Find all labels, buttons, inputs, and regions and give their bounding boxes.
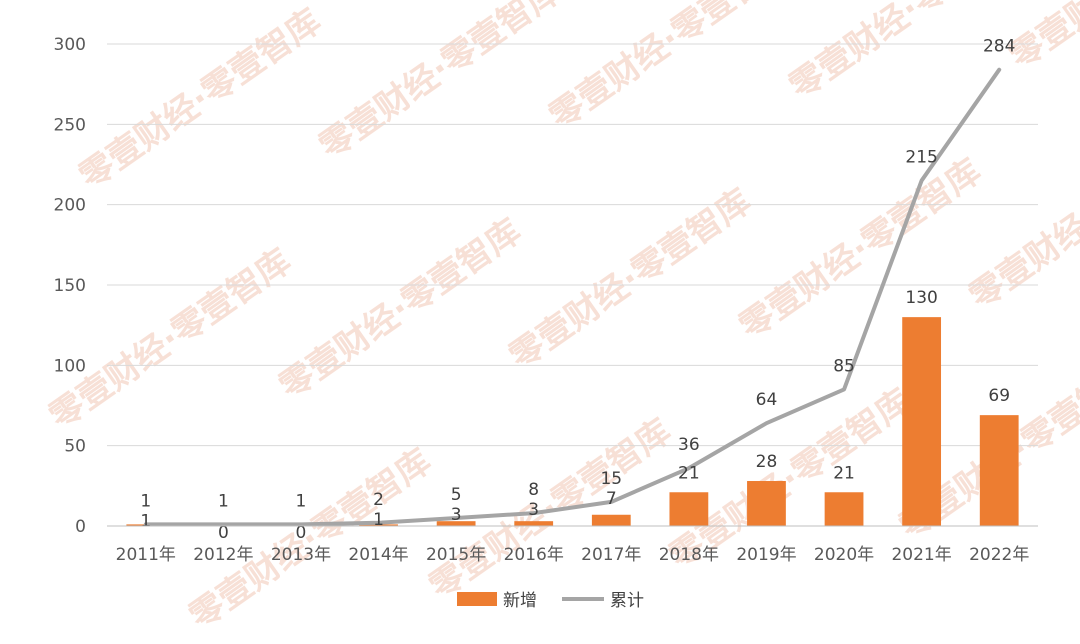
line-data-label: 36 — [678, 435, 700, 455]
legend-label-line: 累计 — [610, 591, 644, 611]
legend: 新增 累计 — [457, 591, 644, 611]
y-tick-label: 150 — [54, 276, 86, 296]
line-data-label: 215 — [905, 148, 937, 168]
x-tick-label: 2011年 — [116, 545, 176, 565]
line-data-label: 1 — [218, 491, 229, 511]
watermark-text: 零壹财经·零壹智库 — [312, 0, 568, 167]
bar — [514, 521, 553, 526]
x-tick-label: 2020年 — [814, 545, 874, 565]
bar-data-label: 21 — [678, 463, 700, 483]
y-axis: 0 50 100 150 200 250 300 — [54, 35, 86, 537]
y-tick-label: 50 — [64, 437, 86, 457]
x-tick-label: 2018年 — [659, 545, 719, 565]
watermark-text: 零壹财经·零壹智库 — [72, 1, 328, 197]
y-tick-label: 0 — [75, 517, 86, 537]
bar — [669, 492, 708, 526]
y-tick-label: 200 — [54, 196, 86, 216]
line-data-label: 64 — [756, 390, 778, 410]
watermark-text: 零壹财经·零壹智库 — [502, 181, 758, 377]
bar-data-label: 28 — [756, 452, 778, 472]
bar-data-label: 21 — [833, 463, 855, 483]
bar-data-label: 130 — [905, 288, 937, 308]
line-data-label: 2 — [373, 490, 384, 510]
x-tick-label: 2017年 — [581, 545, 641, 565]
x-tick-label: 2013年 — [271, 545, 331, 565]
x-tick-label: 2021年 — [891, 545, 951, 565]
line-data-label: 1 — [140, 491, 151, 511]
x-tick-label: 2014年 — [348, 545, 408, 565]
bar-data-label: 1 — [140, 511, 151, 531]
y-tick-label: 300 — [54, 35, 86, 55]
line-data-label: 8 — [528, 480, 539, 500]
watermark-text: 零壹财经·零壹智库 — [272, 211, 528, 407]
legend-label-bar: 新增 — [503, 591, 537, 611]
bar — [825, 492, 864, 526]
x-tick-label: 2016年 — [504, 545, 564, 565]
x-tick-label: 2019年 — [736, 545, 796, 565]
bar-data-label: 1 — [373, 510, 384, 530]
bar — [980, 415, 1019, 526]
line-data-label: 5 — [451, 485, 462, 505]
line-data-label: 15 — [600, 469, 622, 489]
bar — [592, 515, 631, 526]
watermark-text: 零壹财经·零壹智库 — [962, 121, 1080, 317]
x-tick-label: 2022年 — [969, 545, 1029, 565]
x-axis: 2011年 2012年 2013年 2014年 2015年 2016年 2017年 2018年… — [107, 526, 1038, 565]
legend-swatch-bar — [457, 592, 497, 606]
x-tick-label: 2012年 — [193, 545, 253, 565]
bar-data-label: 3 — [451, 505, 462, 525]
bar-data-label: 7 — [606, 489, 617, 509]
line-data-label: 284 — [983, 37, 1015, 57]
bar-data-label: 3 — [528, 500, 539, 520]
y-tick-label: 250 — [54, 115, 86, 135]
watermark-text: 零壹财经·零壹智库 — [542, 0, 798, 137]
line-data-label: 1 — [296, 491, 307, 511]
bar — [747, 481, 786, 526]
line-data-label: 85 — [833, 356, 855, 376]
y-tick-label: 100 — [54, 356, 86, 376]
bar — [902, 317, 941, 526]
bar-data-label: 69 — [988, 386, 1010, 406]
x-tick-label: 2015年 — [426, 545, 486, 565]
watermark-text: 零壹财经·零壹智库 — [42, 241, 298, 437]
watermark-text: 零壹财经·零壹智库 — [732, 151, 988, 347]
